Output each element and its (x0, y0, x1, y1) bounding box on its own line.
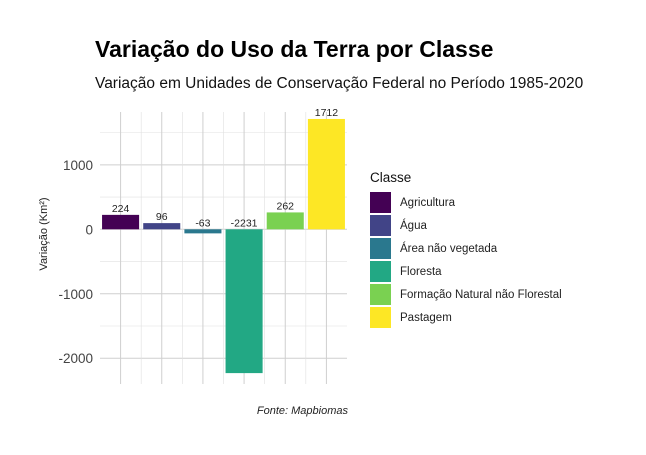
legend-label: Água (400, 219, 427, 232)
caption: Fonte: Mapbiomas (257, 405, 349, 417)
y-tick-label: 1000 (63, 158, 93, 173)
bar (184, 229, 222, 234)
legend: Classe Agricultura Água Área não vegetada F… (370, 170, 562, 329)
bar (225, 229, 263, 374)
legend-items: Agricultura Água Área não vegetada Floresta… (370, 191, 562, 329)
data-label: 1712 (315, 107, 339, 119)
bar (102, 214, 140, 230)
data-label: 224 (112, 203, 130, 215)
data-label: -2231 (231, 217, 258, 229)
bar (143, 223, 181, 230)
data-label: -63 (195, 217, 210, 229)
chart-subtitle: Variação em Unidades de Conservação Fede… (95, 75, 584, 92)
legend-item: Agricultura (370, 191, 562, 214)
legend-label: Agricultura (400, 196, 455, 209)
legend-label: Formação Natural não Florestal (400, 288, 562, 301)
bars (102, 118, 345, 374)
legend-swatch (370, 215, 391, 236)
bar (307, 118, 345, 230)
legend-swatch (370, 238, 391, 259)
legend-swatch (370, 284, 391, 305)
legend-swatch (370, 307, 391, 328)
legend-item: Floresta (370, 260, 562, 283)
y-axis: 1000 0 -1000 -2000 (58, 158, 93, 366)
legend-label: Pastagem (400, 311, 452, 324)
legend-label: Área não vegetada (400, 242, 498, 255)
legend-item: Formação Natural não Florestal (370, 283, 562, 306)
legend-swatch (370, 192, 391, 213)
legend-label: Floresta (400, 265, 442, 278)
legend-item: Pastagem (370, 306, 562, 329)
legend-title: Classe (370, 170, 412, 185)
data-label: 262 (276, 200, 294, 212)
legend-item: Área não vegetada (370, 237, 562, 260)
y-tick-label: 0 (85, 222, 93, 237)
y-tick-label: -1000 (58, 287, 93, 302)
y-tick-label: -2000 (58, 351, 93, 366)
y-axis-label: Variação (Km²) (38, 197, 50, 270)
data-labels: 224 96 -63 -2231 262 1712 (112, 107, 338, 229)
data-label: 96 (156, 211, 168, 223)
legend-swatch (370, 261, 391, 282)
bar (266, 212, 304, 230)
legend-item: Água (370, 214, 562, 237)
chart-title: Variação do Uso da Terra por Classe (95, 36, 494, 62)
